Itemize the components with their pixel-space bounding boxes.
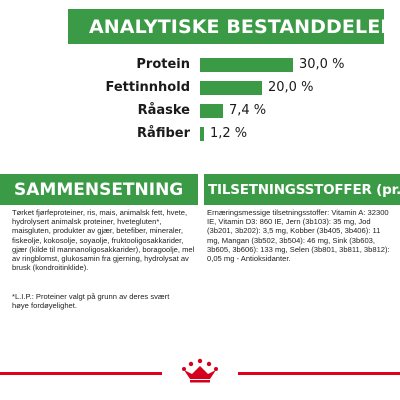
analytical-row-value: 30,0 %	[299, 57, 345, 72]
analytical-row-bar	[200, 127, 204, 141]
composition-text: Tørket fjørfeproteiner, ris, mais, anima…	[12, 208, 195, 273]
analytical-row-label: Råfiber	[137, 126, 190, 141]
analytical-row-value: 20,0 %	[268, 80, 314, 95]
analytical-row: Fettinnhold 20,0 %	[0, 78, 400, 98]
analytical-row-bar	[200, 81, 262, 95]
analytical-row-label: Råaske	[137, 103, 190, 118]
analytical-row-value: 7,4 %	[228, 103, 267, 118]
analytical-row-bar	[200, 58, 293, 72]
analytical-row-label: Fettinnhold	[105, 80, 190, 95]
analytical-constituents-title: ANALYTISKE BESTANDDELER	[68, 9, 384, 44]
analytical-row-label: Protein	[136, 57, 190, 72]
additives-title: TILSETNINGSSTOFFER (pr. kg)	[204, 174, 400, 205]
additives-text: Ernæringsmessige tilsetningsstoffer: Vit…	[207, 208, 390, 264]
analytical-row: Protein 30,0 %	[0, 55, 400, 75]
royal-canin-crown-logo-icon	[182, 358, 218, 383]
composition-title: SAMMENSETNING	[0, 174, 198, 205]
analytical-row: Råaske 7,4 %	[0, 101, 400, 121]
lip-note: *L.I.P.: Proteiner valgt på grunn av der…	[12, 292, 170, 311]
analytical-row-value: 1,2 %	[210, 126, 248, 141]
analytical-row-bar	[200, 104, 223, 118]
analytical-row: Råfiber 1,2 %	[0, 124, 400, 144]
